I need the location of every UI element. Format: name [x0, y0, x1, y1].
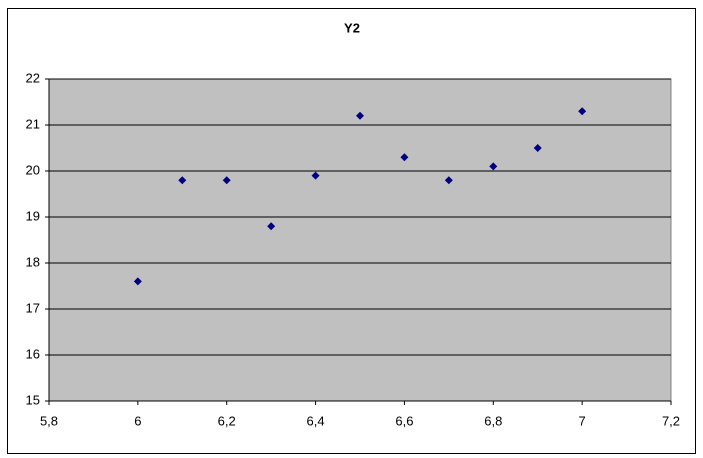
x-tick-label: 6,8 — [484, 413, 502, 428]
point — [311, 171, 320, 180]
y-tick-label: 16 — [26, 346, 40, 361]
point — [222, 176, 231, 185]
x-tick-label: 6,6 — [395, 413, 413, 428]
point — [400, 153, 409, 162]
point — [267, 222, 276, 231]
point — [578, 107, 587, 116]
x-tick-label: 6,2 — [218, 413, 236, 428]
x-tick-label: 7,2 — [662, 413, 680, 428]
x-tick-label: 6 — [134, 413, 141, 428]
y-tick-label: 18 — [26, 254, 40, 269]
y-tick-label: 21 — [26, 116, 40, 131]
point — [533, 144, 542, 152]
y-tick-label: 15 — [26, 392, 40, 407]
point — [356, 111, 364, 120]
y-tick-label: 22 — [26, 70, 40, 85]
chart-title: Y2 — [344, 20, 360, 35]
plot-area — [48, 78, 672, 402]
point — [444, 176, 453, 185]
y-tick-label: 20 — [26, 162, 40, 177]
x-tick-label: 5,8 — [40, 413, 58, 428]
y-tick-label: 19 — [26, 208, 40, 223]
x-tick-label: 7 — [579, 413, 586, 428]
x-tick-label: 6,4 — [307, 413, 325, 428]
point — [178, 176, 187, 185]
y-tick-label: 17 — [26, 300, 40, 315]
point — [133, 277, 142, 286]
point — [489, 162, 498, 171]
